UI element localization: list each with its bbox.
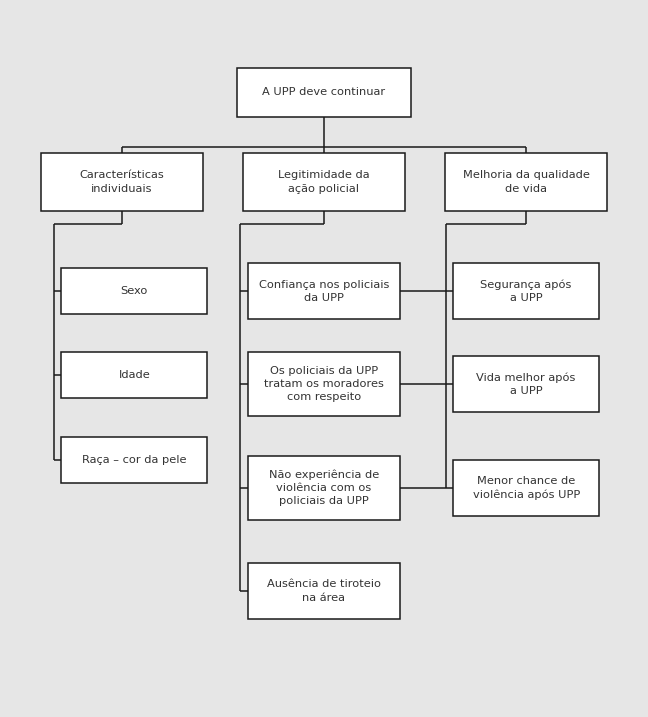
FancyBboxPatch shape [248,352,400,416]
FancyBboxPatch shape [445,153,607,211]
Text: Sexo: Sexo [121,286,148,296]
Text: Características
individuais: Características individuais [80,171,164,194]
Text: Segurança após
a UPP: Segurança após a UPP [480,279,572,303]
Text: A UPP deve continuar: A UPP deve continuar [262,87,386,98]
FancyBboxPatch shape [243,153,405,211]
Text: Não experiência de
violência com os
policiais da UPP: Não experiência de violência com os poli… [269,470,379,506]
Text: Legitimidade da
ação policial: Legitimidade da ação policial [278,171,370,194]
FancyBboxPatch shape [453,460,599,516]
FancyBboxPatch shape [248,263,400,319]
Text: Confiança nos policiais
da UPP: Confiança nos policiais da UPP [259,280,389,303]
FancyBboxPatch shape [453,263,599,319]
FancyBboxPatch shape [61,437,207,483]
Text: Vida melhor após
a UPP: Vida melhor após a UPP [476,372,576,396]
FancyBboxPatch shape [41,153,203,211]
FancyBboxPatch shape [237,68,411,117]
Text: Idade: Idade [119,371,150,380]
Text: Raça – cor da pele: Raça – cor da pele [82,455,187,465]
Text: Menor chance de
violência após UPP: Menor chance de violência após UPP [472,476,580,500]
Text: Os policiais da UPP
tratam os moradores
com respeito: Os policiais da UPP tratam os moradores … [264,366,384,402]
FancyBboxPatch shape [61,268,207,314]
FancyBboxPatch shape [453,356,599,412]
Text: Ausência de tiroteio
na área: Ausência de tiroteio na área [267,579,381,602]
FancyBboxPatch shape [248,564,400,619]
Text: Melhoria da qualidade
de vida: Melhoria da qualidade de vida [463,171,590,194]
FancyBboxPatch shape [61,353,207,398]
FancyBboxPatch shape [248,456,400,520]
